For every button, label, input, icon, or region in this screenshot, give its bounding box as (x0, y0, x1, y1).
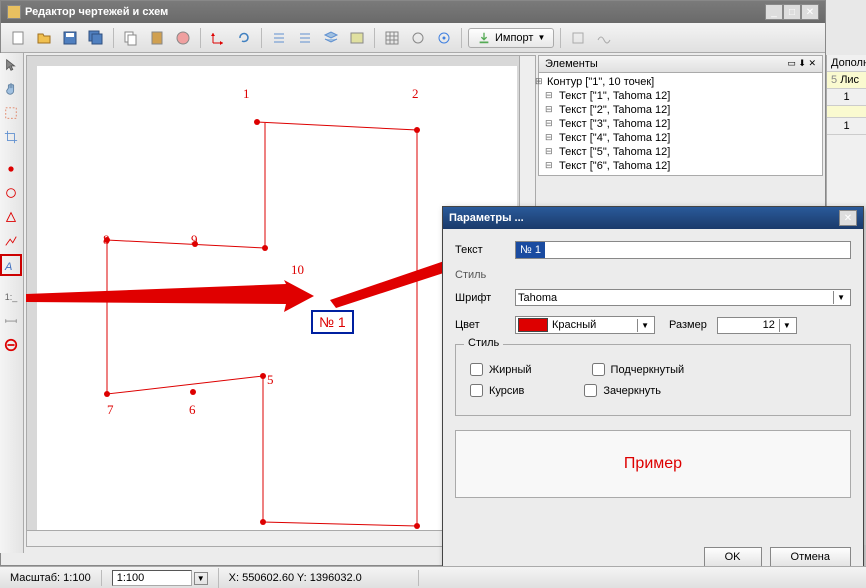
pointer-tool[interactable] (0, 54, 22, 76)
layers-icon[interactable] (320, 27, 342, 49)
snap2-icon[interactable] (433, 27, 455, 49)
main-titlebar: Редактор чертежей и схем _ □ ✕ (1, 1, 825, 23)
new-icon[interactable] (7, 27, 29, 49)
fieldset-legend: Стиль (464, 337, 503, 349)
point-tool[interactable] (0, 158, 22, 180)
point-label: 6 (189, 402, 196, 418)
elements-panel-title: Элементы (545, 58, 598, 70)
save-icon[interactable] (59, 27, 81, 49)
list-icon[interactable] (268, 27, 290, 49)
extra2-icon[interactable] (593, 27, 615, 49)
list2-icon[interactable] (294, 27, 316, 49)
size-select[interactable]: 12▼ (717, 317, 797, 334)
svg-text:A: A (4, 261, 12, 273)
point-label: 10 (291, 262, 304, 278)
side-label-3: 1 (827, 89, 866, 106)
tree-item[interactable]: Текст ["2", Tahoma 12] (541, 103, 820, 117)
rotate-icon[interactable] (233, 27, 255, 49)
select-tool[interactable] (0, 102, 22, 124)
font-select[interactable]: Tahoma▼ (515, 289, 851, 306)
open-icon[interactable] (33, 27, 55, 49)
tool-sidebar: A 1:_ (0, 53, 24, 553)
side-label-4: 1 (827, 118, 866, 135)
point-label: 8 (103, 232, 110, 248)
axes-icon[interactable] (207, 27, 229, 49)
close-button[interactable]: ✕ (801, 4, 819, 20)
tree-item[interactable]: Текст ["4", Tahoma 12] (541, 131, 820, 145)
dialog-title: Параметры ... (449, 212, 524, 224)
image-icon[interactable] (346, 27, 368, 49)
coords-label: X: 550602.60 Y: 1396032.0 (219, 570, 419, 586)
elements-tree[interactable]: Контур ["1", 10 точек]Текст ["1", Tahoma… (539, 73, 822, 175)
crop-tool[interactable] (0, 126, 22, 148)
side-label-1: Дополни (827, 55, 866, 72)
italic-checkbox[interactable]: Курсив (470, 384, 524, 397)
bold-checkbox[interactable]: Жирный (470, 363, 532, 376)
grid-icon[interactable] (381, 27, 403, 49)
tree-item[interactable]: Текст ["5", Tahoma 12] (541, 145, 820, 159)
preview-box: Пример (455, 430, 851, 498)
main-toolbar: Импорт▼ (1, 23, 825, 53)
text-tool[interactable]: A (0, 254, 22, 276)
underline-checkbox[interactable]: Подчеркнутый (592, 363, 685, 376)
line-tool[interactable] (0, 230, 22, 252)
import-button[interactable]: Импорт▼ (468, 28, 554, 48)
status-bar: Масштаб: 1:100 ▼ X: 550602.60 Y: 1396032… (0, 566, 866, 588)
size-label: Размер (669, 319, 707, 331)
strike-checkbox[interactable]: Зачеркнуть (584, 384, 661, 397)
tree-item[interactable]: Текст ["1", Tahoma 12] (541, 89, 820, 103)
hand-tool[interactable] (0, 78, 22, 100)
copy-icon[interactable] (120, 27, 142, 49)
point-label: 5 (267, 372, 274, 388)
saveall-icon[interactable] (85, 27, 107, 49)
circle-tool[interactable] (0, 182, 22, 204)
ok-button[interactable]: OK (704, 547, 762, 567)
delete-tool[interactable] (0, 334, 22, 356)
polygon-tool[interactable] (0, 206, 22, 228)
color-label: Цвет (455, 319, 515, 331)
extra1-icon[interactable] (567, 27, 589, 49)
style-group-label: Стиль (455, 269, 851, 281)
tree-item[interactable]: Текст ["6", Tahoma 12] (541, 159, 820, 173)
style-fieldset: Стиль Жирный Подчеркнутый Курсив Зачеркн… (455, 344, 851, 416)
paste-icon[interactable] (146, 27, 168, 49)
dialog-titlebar: Параметры ... ✕ (443, 207, 863, 229)
tree-item[interactable]: Текст ["3", Tahoma 12] (541, 117, 820, 131)
text-input[interactable]: № 1 (516, 242, 545, 258)
point-label: 1 (243, 86, 250, 102)
point-label: 9 (191, 232, 198, 248)
scale-label: Масштаб: 1:100 (0, 570, 102, 586)
tree-item[interactable]: Контур ["1", 10 точек] (541, 75, 820, 89)
palette-icon[interactable] (172, 27, 194, 49)
dim-tool[interactable] (0, 310, 22, 332)
window-title: Редактор чертежей и схем (25, 6, 168, 18)
font-label: Шрифт (455, 292, 515, 304)
minimize-button[interactable]: _ (765, 4, 783, 20)
canvas-text-element[interactable]: № 1 (311, 310, 354, 334)
measure-tool[interactable]: 1:_ (0, 286, 22, 308)
text-label: Текст (455, 244, 515, 256)
color-select[interactable]: Красный ▼ (515, 316, 655, 334)
elements-panel: Элементы ▭ ⬇ ✕ Контур ["1", 10 точек]Тек… (538, 55, 823, 176)
snap-icon[interactable] (407, 27, 429, 49)
point-label: 7 (107, 402, 114, 418)
panel-controls[interactable]: ▭ ⬇ ✕ (787, 58, 816, 70)
parameters-dialog: Параметры ... ✕ Текст № 1 Стиль Шрифт Ta… (442, 206, 864, 578)
dialog-close-button[interactable]: ✕ (839, 210, 857, 226)
point-label: 2 (412, 86, 419, 102)
side-label-2: 5 Лис (827, 72, 866, 89)
cancel-button[interactable]: Отмена (770, 547, 851, 567)
maximize-button[interactable]: □ (783, 4, 801, 20)
scale-input[interactable] (112, 570, 192, 586)
side-spacer (827, 106, 866, 118)
